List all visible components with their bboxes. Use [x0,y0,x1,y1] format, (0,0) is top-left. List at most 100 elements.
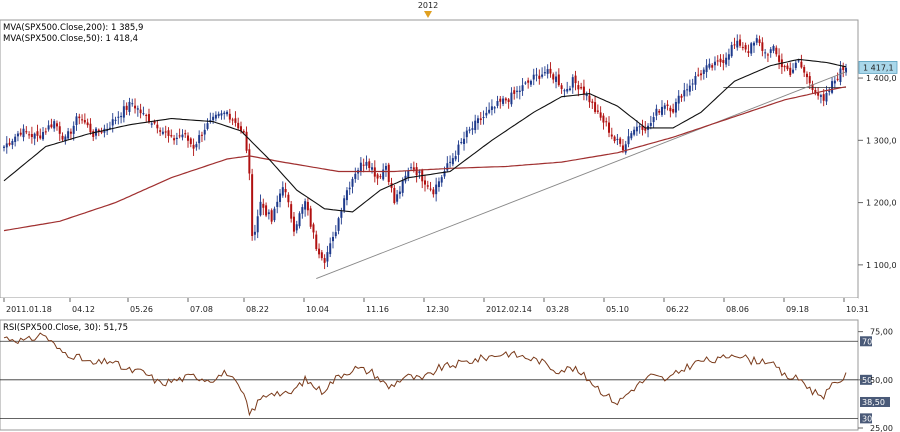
candle-body [541,74,544,77]
candle-body [253,231,256,235]
x-tick-label: 03.28 [546,305,569,314]
candle-body [5,143,8,148]
candle-body [410,167,413,169]
candle-body [16,133,19,137]
candle-body [206,123,209,129]
x-tick-label: 2012.02.14 [486,305,532,314]
candle-body [161,131,164,134]
candle-body [752,42,755,46]
candle-body [451,158,454,165]
candle-body [535,74,538,76]
candle-body [543,72,546,74]
x-tick-label: 07.08 [190,305,213,314]
candle-body [36,131,39,136]
candle-body [281,187,284,196]
candle-body [387,164,390,182]
candle-body [713,61,716,66]
rsi-tick-label: 75,00 [870,328,893,337]
candle-body [588,95,591,103]
x-tick-label: 10.31 [846,305,869,314]
candle-body [836,78,839,80]
candle-body [490,106,493,110]
candle-body [203,129,206,135]
candle-body [808,76,811,84]
candle-body [524,82,527,84]
candle-body [705,65,708,73]
candle-body [412,167,415,170]
candle-body [39,135,42,139]
candle-body [454,156,457,160]
candle-body [128,101,131,112]
candle-body [616,138,619,140]
candle-body [563,90,566,92]
candle-body [242,130,245,133]
candle-body [22,128,25,138]
candle-body [329,243,332,255]
candle-body [136,108,139,110]
candle-body [772,45,775,51]
x-tick-label: 05.10 [606,305,629,314]
candle-body [510,92,513,105]
candle-body [574,75,577,84]
rsi-level-tag [860,374,872,385]
candle-body [318,248,321,255]
candle-body [396,194,399,202]
last-price-label: 1 417,1 [863,63,894,72]
candle-body [585,94,588,97]
candle-body [351,178,354,187]
candle-body [200,134,203,136]
candle-body [184,133,187,135]
candle-body [666,104,669,106]
candle-body [398,191,401,195]
candle-body [323,258,326,263]
rsi-value-label: 38,50 [862,398,885,407]
candle-body [463,138,466,145]
candle-body [89,123,92,133]
candle-body [384,165,387,170]
candle-body [608,122,611,133]
candle-body [814,90,817,94]
x-tick-label: 08.22 [246,305,269,314]
candle-body [376,174,379,179]
candle-body [775,47,778,55]
candle-body [223,112,226,115]
candle-body [11,140,14,145]
candle-body [159,130,162,132]
candle-body [365,161,368,166]
candle-body [145,114,148,116]
candle-body [727,54,730,60]
candle-body [719,58,722,63]
rsi-panel: 70 50 30 75,00 50,00 25,00 38,50 RSI(SPX500.Cl… [0,319,893,432]
candle-body [635,126,638,132]
candle-body [44,131,47,133]
candle-body [794,62,797,68]
candle-body [758,39,761,44]
price-panel: 1 100,0 1 200,0 1 300,0 1 400,0 1 417,1 MVA(… [0,19,898,299]
candle-body [828,90,831,93]
candle-body [362,164,365,166]
candle-body [234,118,237,123]
candle-body [694,76,697,85]
candle-body [474,120,477,131]
candle-body [368,161,371,169]
candle-body [337,218,340,231]
candle-body [424,180,426,185]
candle-body [691,83,694,85]
candle-body [212,116,215,121]
candle-body [47,125,50,130]
candle-body [674,102,677,113]
candle-body [641,125,644,130]
candle-body [432,189,435,195]
candle-body [326,252,329,262]
ma200-line [3,86,847,232]
candle-body [55,123,58,127]
rsi-value-tag [860,396,890,407]
candle-body [415,167,418,176]
candle-body [270,210,273,222]
candle-body [214,114,217,119]
candle-body [789,67,792,76]
candle-body [831,81,834,93]
rsi-level-label: 50 [862,376,872,385]
candle-body [750,43,753,54]
candle-body [440,177,443,183]
